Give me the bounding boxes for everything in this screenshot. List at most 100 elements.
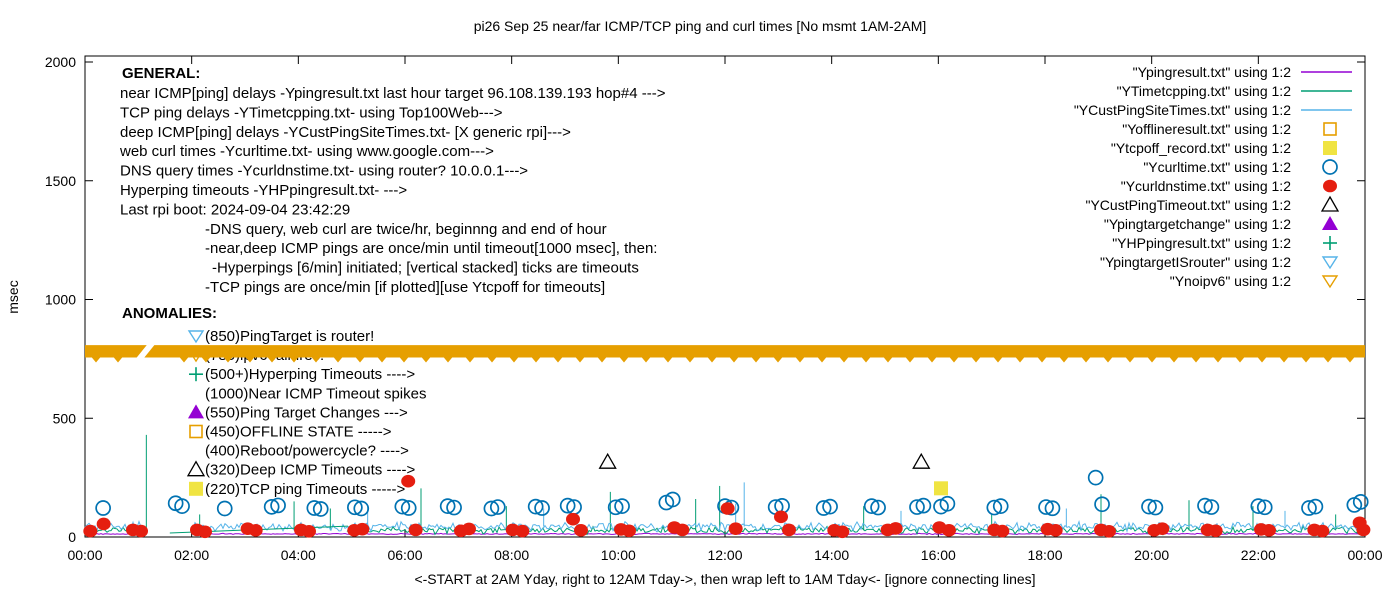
data-point-Ycurltime.txt — [915, 497, 932, 514]
legend-sample-icon — [1321, 256, 1339, 270]
data-point-Ycurltime.txt — [439, 498, 456, 514]
anomaly-line: (500+)Hyperping Timeouts ----> — [205, 366, 415, 383]
general-heading: GENERAL: — [122, 65, 200, 82]
legend-sample-icon — [1322, 159, 1338, 175]
legend-label: "Ypingresult.txt" using 1:2 — [1133, 64, 1292, 80]
legend-item: "YCustPingTimeout.txt" using 1:2 — [1085, 195, 1340, 213]
x-tick-label: 00:00 — [1347, 547, 1382, 563]
general-line: TCP ping delays -YTimetcpping.txt- using… — [120, 104, 503, 121]
data-point-Ycurltime.txt — [174, 498, 190, 514]
data-point-Ycurldnstime.txt — [355, 522, 370, 536]
data-point-Ycurltime.txt — [534, 500, 550, 516]
legend-sample-icon — [1320, 195, 1340, 212]
general-line: web curl times -Ycurltime.txt- using www… — [119, 143, 494, 160]
data-point-Ycurltime.txt — [1087, 469, 1104, 486]
noise-line-YCustPingSiteTimes.txt — [192, 519, 1366, 534]
data-point-Ycurldnstime.txt — [888, 522, 903, 535]
x-tick-label: 00:00 — [67, 547, 102, 563]
data-point-Ycurltime.txt — [1038, 499, 1054, 515]
data-point-Ycurltime.txt — [815, 500, 832, 516]
legend-sample-icon — [1323, 141, 1337, 155]
anomaly-line: (450)OFFLINE STATE -----> — [205, 424, 392, 441]
legend-label: "YCustPingSiteTimes.txt" using 1:2 — [1074, 102, 1291, 118]
annotations-layer: GENERAL: ANOMALIES: near ICMP[ping] dela… — [119, 65, 666, 498]
data-point-Ycurldnstime.txt — [835, 525, 850, 539]
anomaly-line: (550)Ping Target Changes ---> — [205, 404, 408, 421]
anomaly-line: (400)Reboot/powercycle? ----> — [205, 443, 409, 460]
anomaly-line: (320)Deep ICMP Timeouts ----> — [205, 462, 415, 479]
data-point-Ycurldnstime.txt — [942, 524, 956, 537]
general-line: near ICMP[ping] delays -Ypingresult.txt … — [120, 85, 666, 102]
data-point-Ycurldnstime.txt — [248, 524, 263, 537]
general-line: Hyperping timeouts -YHPpingresult.txt- -… — [120, 182, 407, 199]
legend-item: "YpingtargetISrouter" using 1:2 — [1100, 254, 1339, 270]
data-point-Ycurltime.txt — [394, 498, 411, 515]
x-tick-label: 10:00 — [601, 547, 636, 563]
x-tick-label: 06:00 — [387, 547, 422, 563]
data-point-Ycurltime.txt — [1250, 498, 1267, 514]
data-point-Ytcpoff_record.txt — [934, 481, 948, 496]
anomaly-marker-icon — [189, 481, 203, 496]
x-tick-label: 16:00 — [921, 547, 956, 563]
legend-item: "Ynoipv6" using 1:2 — [1170, 273, 1339, 289]
data-point-Ycurldnstime.txt — [515, 524, 530, 538]
legend-sample-icon — [1323, 179, 1337, 193]
noipv6-band-layer — [85, 345, 1365, 363]
general-line: -near,deep ICMP pings are once/min until… — [205, 240, 657, 257]
noipv6-band-right — [144, 345, 1365, 358]
data-point-Ycurldnstime.txt — [302, 525, 316, 538]
legend-label: "Ytcpoff_record.txt" using 1:2 — [1111, 140, 1291, 156]
general-line: deep ICMP[ping] delays -YCustPingSiteTim… — [120, 124, 571, 141]
general-line: -DNS query, web curl are twice/hr, begin… — [205, 221, 607, 238]
anomaly-line: (850)PingTarget is router! — [205, 328, 374, 345]
data-point-Ycurltime.txt — [1141, 498, 1157, 515]
legend-label: "YCustPingTimeout.txt" using 1:2 — [1085, 197, 1291, 213]
legend-label: "YTimetcpping.txt" using 1:2 — [1117, 83, 1292, 99]
data-point-Ycurldnstime.txt — [1155, 522, 1170, 535]
data-point-Ycurltime.txt — [1203, 499, 1220, 515]
data-point-Ycurltime.txt — [216, 500, 233, 517]
data-point-Ycurltime.txt — [446, 499, 462, 516]
x-tick-label: 22:00 — [1241, 547, 1276, 563]
legend-label: "YHPpingresult.txt" using 1:2 — [1112, 235, 1291, 251]
data-point-Ycurldnstime.txt — [566, 512, 580, 526]
data-point-Ycurldnstime.txt — [675, 523, 690, 537]
series-points-layer — [83, 452, 1371, 539]
general-line: -Hyperpings [6/min] initiated; [vertical… — [212, 260, 639, 277]
data-point-Ycurltime.txt — [664, 491, 681, 508]
legend-sample-icon — [1323, 122, 1337, 136]
legend-item: "Ypingtargetchange" using 1:2 — [1104, 216, 1338, 232]
data-point-Ycurldnstime.txt — [728, 522, 743, 535]
y-tick-label: 0 — [68, 529, 76, 545]
x-tick-label: 04:00 — [281, 547, 316, 563]
data-point-Ycurltime.txt — [607, 499, 624, 516]
data-point-Ycurltime.txt — [270, 497, 286, 514]
data-point-Ycurltime.txt — [1147, 499, 1164, 516]
data-point-Ycurltime.txt — [1044, 500, 1061, 517]
data-point-Ycurltime.txt — [614, 498, 630, 514]
x-tick-label: 02:00 — [174, 547, 209, 563]
data-point-Ycurltime.txt — [1307, 498, 1324, 515]
data-point-Ycurltime.txt — [263, 498, 280, 515]
data-point-Ycurltime.txt — [483, 500, 500, 517]
y-tick-label: 1500 — [45, 173, 76, 189]
x-tick-label: 20:00 — [1134, 547, 1169, 563]
legend-item: "Ycurltime.txt" using 1:2 — [1143, 159, 1338, 175]
general-line: -TCP pings are once/min [if plotted][use… — [205, 279, 605, 296]
data-point-Ycurldnstime.txt — [720, 502, 735, 515]
data-point-Ycurltime.txt — [353, 500, 370, 517]
data-point-Ycurldnstime.txt — [622, 524, 636, 538]
legend-label: "Yofflineresult.txt" using 1:2 — [1122, 121, 1291, 137]
legend-item: "YHPpingresult.txt" using 1:2 — [1112, 235, 1337, 251]
x-tick-label: 08:00 — [494, 547, 529, 563]
legend-label: "Ynoipv6" using 1:2 — [1170, 273, 1291, 289]
data-point-Ycurltime.txt — [527, 498, 544, 515]
data-point-Ycurldnstime.txt — [574, 524, 588, 537]
legend-item: "YTimetcpping.txt" using 1:2 — [1117, 83, 1352, 99]
data-point-Ycurltime.txt — [312, 501, 329, 517]
legend-item: "YCustPingSiteTimes.txt" using 1:2 — [1074, 102, 1352, 118]
data-point-Ycurldnstime.txt — [1356, 523, 1371, 537]
legend-item: "Ycurldnstime.txt" using 1:2 — [1121, 178, 1337, 194]
